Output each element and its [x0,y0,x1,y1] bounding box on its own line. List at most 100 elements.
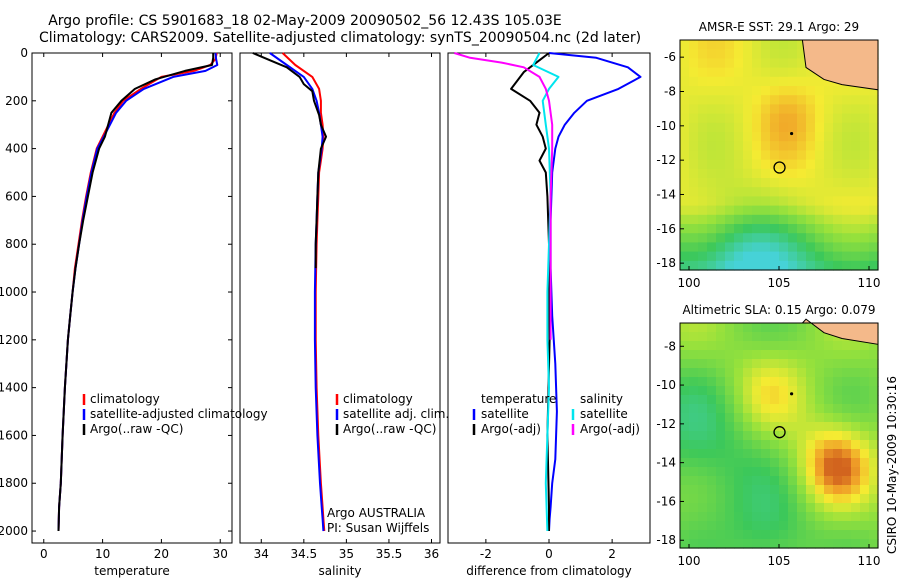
heatmap-cell [698,458,708,468]
heatmap-cell [860,224,870,234]
heatmap-cell [797,530,807,540]
heatmap-cell [842,224,852,234]
heatmap-cell [842,494,852,504]
heatmap-cell [833,449,843,459]
heatmap-cell [788,58,798,69]
heatmap-cell [869,205,879,216]
heatmap-cell [734,512,744,522]
x-axis-label: difference from climatology [466,564,632,578]
heatmap-cell [842,86,852,96]
heatmap-cell [689,503,699,513]
heatmap-cell [743,323,753,333]
heatmap-cell [860,404,870,414]
heatmap-cell [779,141,789,151]
heatmap-cell [869,196,879,207]
heatmap-cell [725,159,735,170]
heatmap-cell [815,95,825,105]
heatmap-cell [680,251,690,262]
heatmap-cell [770,350,780,360]
heatmap-cell [788,168,798,179]
heatmap-cell [833,476,843,486]
heatmap-cell [680,224,690,234]
heatmap-cell [707,58,717,69]
heatmap-cell [707,242,717,253]
heatmap-cell [806,205,816,216]
heatmap-cell [680,467,690,477]
heatmap-cell [869,168,879,179]
heatmap-cell [833,341,843,351]
heatmap-cell [842,476,852,486]
heatmap-cell [824,476,834,486]
heatmap-cell [707,359,717,369]
heatmap-cell [707,233,717,243]
heatmap-cell [851,260,861,271]
heatmap-cell [833,196,843,207]
heatmap-cell [860,196,870,207]
heatmap-cell [860,530,870,540]
heatmap-cell [698,368,708,378]
heatmap-cell [707,187,717,197]
heatmap-cell [725,178,735,188]
heatmap-cell [689,350,699,360]
heatmap-cell [761,251,771,262]
heatmap-cell [770,95,780,105]
heatmap-cell [833,422,843,432]
heatmap-cell [752,440,762,450]
heatmap-cell [842,141,852,151]
heatmap-cell [689,187,699,197]
heatmap-cell [806,350,816,360]
heatmap-cell [752,86,762,96]
heatmap-cell [779,40,789,50]
heatmap-cell [689,141,699,151]
heatmap-cell [752,224,762,234]
heatmap-cell [770,40,780,50]
heatmap-cell [779,242,789,253]
heatmap-cell [851,521,861,531]
heatmap-cell [743,512,753,522]
heatmap-cell [689,113,699,124]
x-tick-label: 35 [339,547,354,561]
heatmap-cell [761,141,771,151]
heatmap-cell [743,404,753,414]
heatmap-cell [734,242,744,253]
x-axis-label: temperature [94,564,169,578]
map-title: Altimetric SLA: 0.15 Argo: 0.079 [682,303,875,317]
heatmap-cell [797,323,807,333]
heatmap-cell [698,467,708,477]
heatmap-cell [734,440,744,450]
heatmap-cell [860,214,870,225]
series-line-0 [548,52,642,532]
heatmap-cell [689,58,699,69]
heatmap-cell [725,539,735,549]
heatmap-cell [761,49,771,59]
heatmap-cell [752,359,762,369]
heatmap-cell [869,494,879,504]
heatmap-cell [824,512,834,522]
heatmap-cell [770,49,780,59]
heatmap-cell [734,150,744,161]
annotation-text: Argo AUSTRALIA [327,506,426,520]
heatmap-cell [752,476,762,486]
heatmap-cell [689,323,699,333]
heatmap-cell [743,224,753,234]
heatmap-cell [716,40,726,50]
heatmap-cell [797,122,807,133]
heatmap-cell [716,476,726,486]
heatmap-cell [779,214,789,225]
heatmap-cell [707,113,717,124]
heatmap-cell [752,395,762,405]
heatmap-cell [869,449,879,459]
heatmap-cell [761,67,771,78]
heatmap-cell [869,260,879,271]
heatmap-cell [851,476,861,486]
heatmap-cell [824,503,834,513]
heatmap-cell [689,341,699,351]
heatmap-cell [770,58,780,69]
heatmap-cell [788,458,798,468]
heatmap-cell [698,251,708,262]
heatmap-cell [788,494,798,504]
heatmap-cell [707,332,717,342]
heatmap-cell [788,187,798,197]
heatmap-cell [725,467,735,477]
heatmap-cell [860,494,870,504]
